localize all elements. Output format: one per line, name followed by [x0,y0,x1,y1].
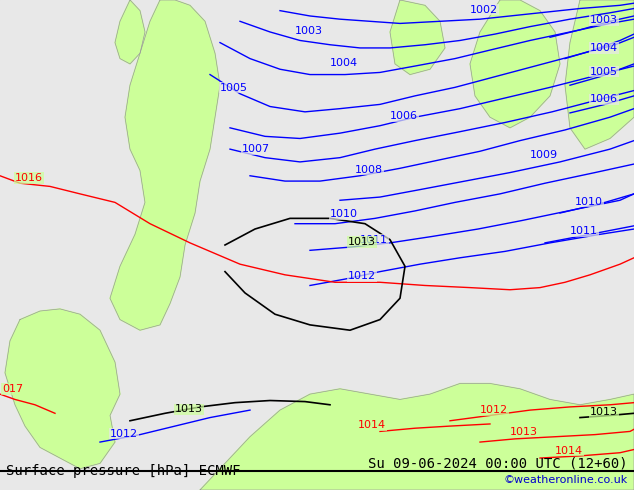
Text: 1002: 1002 [470,5,498,15]
Polygon shape [200,384,634,490]
Text: 1013: 1013 [590,407,618,417]
Polygon shape [115,0,145,64]
Text: 1011: 1011 [360,235,388,245]
Text: 1012: 1012 [348,271,376,281]
Text: ©weatheronline.co.uk: ©weatheronline.co.uk [503,475,628,485]
Text: 1004: 1004 [590,43,618,53]
Text: 1004: 1004 [330,58,358,68]
Text: 1014: 1014 [358,420,386,430]
Text: 1006: 1006 [390,111,418,122]
Text: 1014: 1014 [555,446,583,456]
Text: 1007: 1007 [242,145,270,154]
Polygon shape [565,0,634,149]
Text: 1012: 1012 [480,405,508,416]
Text: 1016: 1016 [15,173,43,183]
Text: Surface pressure [hPa] ECMWF: Surface pressure [hPa] ECMWF [6,464,241,478]
Text: 1013: 1013 [175,404,203,414]
Text: 017: 017 [2,384,23,394]
Text: 1010: 1010 [575,196,603,206]
Polygon shape [390,0,445,74]
Text: 1005: 1005 [220,82,248,93]
Text: 1013: 1013 [348,237,376,247]
Text: 1012: 1012 [110,429,138,439]
Polygon shape [470,0,560,128]
Text: 1008: 1008 [355,165,383,174]
Text: Su 09-06-2024 00:00 UTC (12+60): Su 09-06-2024 00:00 UTC (12+60) [368,456,628,470]
Text: 1006: 1006 [590,94,618,104]
Text: 1011: 1011 [570,226,598,236]
Text: 1003: 1003 [590,15,618,25]
Text: 1003: 1003 [295,26,323,36]
Text: 1005: 1005 [590,67,618,76]
Text: 1013: 1013 [510,427,538,437]
Polygon shape [5,309,120,469]
Text: 1009: 1009 [530,149,558,160]
Polygon shape [110,0,220,330]
Text: 1010: 1010 [330,209,358,220]
